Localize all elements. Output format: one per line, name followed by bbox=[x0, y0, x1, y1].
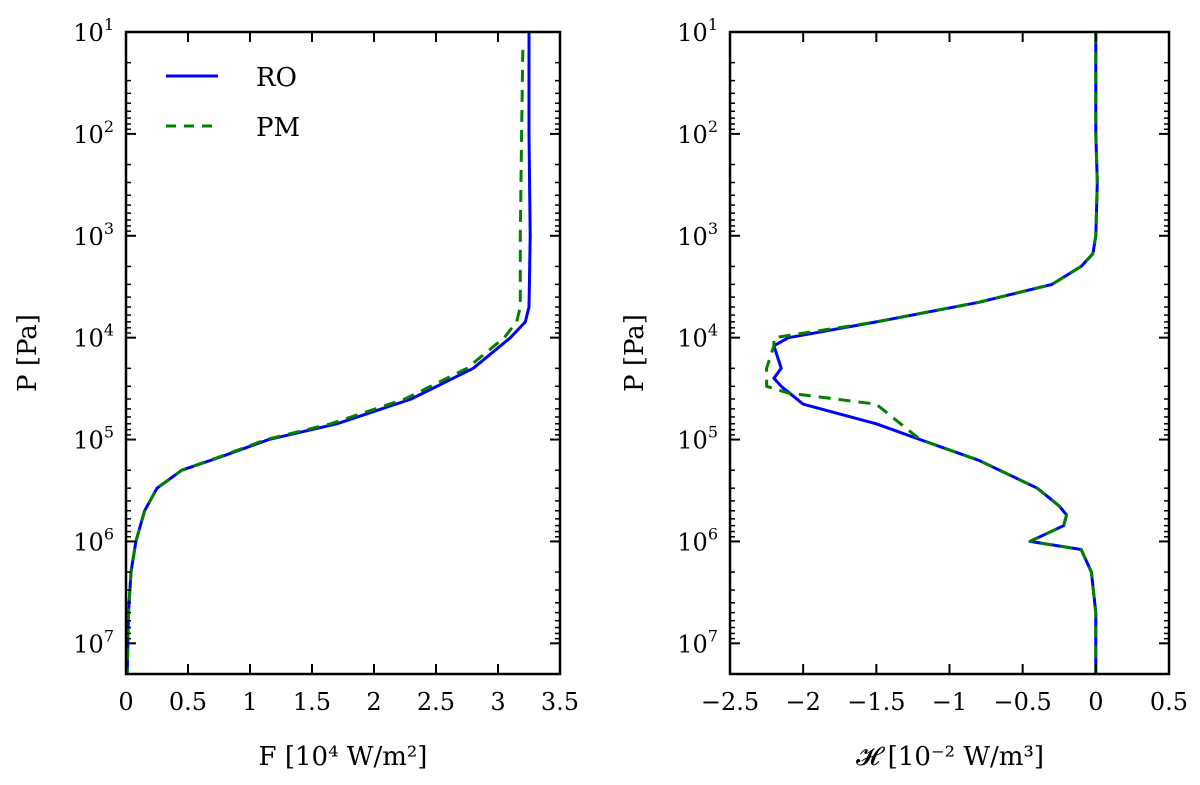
right-series-layer bbox=[765, 32, 1099, 674]
left-y-tick-label: 102 bbox=[73, 117, 114, 149]
left-y-tick-label: 105 bbox=[73, 423, 114, 455]
right-series-pm-line bbox=[765, 32, 1099, 674]
left-x-tick-label: 1.5 bbox=[293, 688, 331, 716]
left-x-tick-label: 2.5 bbox=[417, 688, 455, 716]
right-x-axis-label: 𝓗 [10⁻² W/m³] bbox=[856, 742, 1044, 772]
right-x-tick-label: −2.5 bbox=[701, 688, 759, 716]
left-plot-frame bbox=[124, 30, 562, 676]
left-x-axis-label: F [10⁴ W/m²] bbox=[259, 742, 428, 772]
left-x-tick-label: 3 bbox=[490, 688, 505, 716]
right-x-tick-label: −1 bbox=[932, 688, 967, 716]
right-series-ro-line bbox=[772, 32, 1099, 674]
left-ticks-layer: 0 0.5 1 1.5 2 2.5 3 3.5 101 102 103 104 105 106 107 bbox=[73, 15, 579, 716]
left-plot: 0 0.5 1 1.5 2 2.5 3 3.5 101 102 103 104 105 106 107 F … bbox=[13, 15, 579, 772]
right-y-tick-label: 105 bbox=[677, 423, 718, 455]
right-ticks-layer: −2.5 −2 −1.5 −1 −0.5 0 0.5 101 102 103 104 105 106 10… bbox=[677, 15, 1188, 716]
legend-label-pm: PM bbox=[256, 113, 300, 143]
left-series-pm-line bbox=[125, 49, 525, 675]
left-y-axis-label: P [Pa] bbox=[13, 314, 43, 392]
left-y-tick-label: 104 bbox=[73, 321, 114, 353]
right-x-tick-label: 0.5 bbox=[1150, 688, 1188, 716]
left-x-tick-label: 0 bbox=[118, 688, 133, 716]
right-x-tick-label: −1.5 bbox=[847, 688, 905, 716]
right-plot-frame bbox=[728, 30, 1171, 676]
left-x-tick-label: 3.5 bbox=[541, 688, 579, 716]
right-y-tick-label: 103 bbox=[677, 219, 718, 251]
left-y-tick-label: 101 bbox=[73, 15, 114, 47]
left-y-tick-label: 106 bbox=[73, 524, 114, 556]
right-y-tick-label: 106 bbox=[677, 524, 718, 556]
left-y-tick-label: 103 bbox=[73, 219, 114, 251]
right-y-axis-label: P [Pa] bbox=[620, 314, 650, 392]
legend-label-ro: RO bbox=[256, 63, 297, 93]
left-series-ro-line bbox=[125, 32, 532, 675]
right-x-tick-label: −0.5 bbox=[994, 688, 1052, 716]
left-series-layer bbox=[125, 32, 532, 675]
legend: RO PM bbox=[166, 63, 300, 143]
left-x-tick-label: 2 bbox=[366, 688, 381, 716]
left-x-tick-label: 0.5 bbox=[169, 688, 207, 716]
right-y-tick-label: 104 bbox=[677, 321, 718, 353]
right-x-tick-label: −2 bbox=[785, 688, 820, 716]
left-x-tick-label: 1 bbox=[242, 688, 257, 716]
right-plot: −2.5 −2 −1.5 −1 −0.5 0 0.5 101 102 103 104 105 106 10… bbox=[620, 15, 1188, 772]
right-y-tick-label: 107 bbox=[677, 626, 718, 658]
right-y-tick-label: 101 bbox=[677, 15, 718, 47]
right-y-tick-label: 102 bbox=[677, 117, 718, 149]
left-y-tick-label: 107 bbox=[73, 626, 114, 658]
right-x-tick-label: 0 bbox=[1088, 688, 1103, 716]
